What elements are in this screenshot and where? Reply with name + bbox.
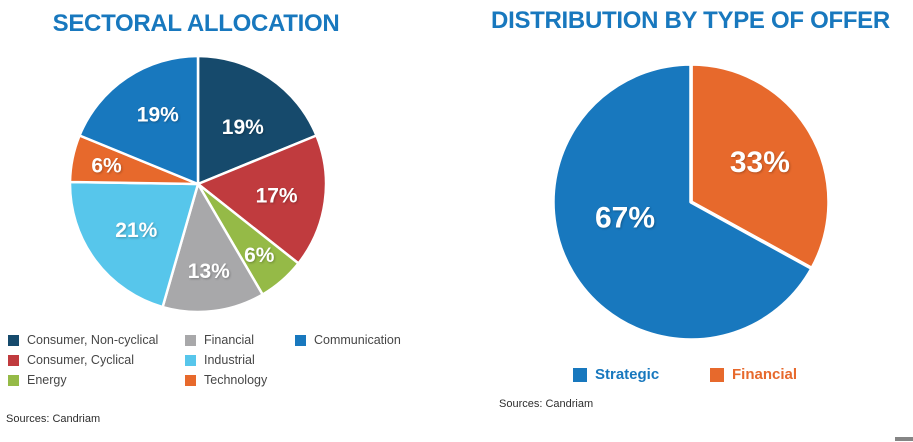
legend-swatch-industrial — [185, 354, 196, 366]
pie-slice-communication — [78, 54, 200, 186]
pie-label-energy: 6% — [244, 244, 275, 267]
legend-label-communication: Communication — [314, 333, 401, 347]
pie-slice-strategic — [551, 62, 814, 342]
legend-item-energy: Energy — [8, 373, 67, 387]
legend-label-financial: Financial — [204, 333, 255, 347]
page-corner-bar — [895, 437, 913, 441]
legend-item-financial: Financial — [185, 333, 254, 347]
legend-item-financial: Financial — [710, 366, 797, 383]
legend-label-consumer-non-cyclical: Consumer, Non-cyclical — [27, 333, 159, 347]
legend-item-consumer-cyclical: Consumer, Cyclical — [8, 353, 134, 367]
sectoral-allocation-title: SECTORAL ALLOCATION — [52, 10, 340, 37]
pie-label-strategic: 67% — [595, 201, 655, 234]
distribution-by-type-of-offer-title: DISTRIBUTION BY TYPE OF OFFER — [491, 7, 890, 34]
legend-swatch-financial — [185, 334, 196, 346]
legend-item-communication: Communication — [295, 333, 401, 347]
legend-swatch-technology — [185, 374, 196, 386]
legend-label-technology: Technology — [204, 373, 268, 387]
pie-slice-financial — [689, 62, 831, 271]
legend-swatch-financial — [710, 367, 724, 382]
legend-swatch-communication — [295, 334, 306, 346]
pie-label-communication: 19% — [137, 103, 179, 126]
legend-item-industrial: Industrial — [185, 353, 255, 367]
pie-label-financial: 33% — [730, 146, 790, 179]
pie-label-financial: 13% — [188, 260, 230, 283]
pie-label-technology: 6% — [91, 155, 122, 178]
legend-label-financial: Financial — [732, 366, 798, 383]
pie-label-industrial: 21% — [115, 219, 157, 242]
distribution-source-note: Sources: Candriam — [499, 398, 594, 410]
legend-label-energy: Energy — [27, 373, 67, 387]
legend-swatch-consumer-cyclical — [8, 354, 19, 366]
pie-slice-industrial — [68, 180, 200, 309]
legend-label-strategic: Strategic — [595, 366, 660, 383]
pie-slice-consumer-cyclical — [196, 134, 328, 265]
pie-label-consumer-cyclical: 17% — [256, 184, 298, 207]
legend-label-industrial: Industrial — [204, 353, 255, 367]
pie-slice-consumer-non-cyclical — [196, 54, 318, 186]
sectoral-allocation-pie-chart: 19% 17% 6% 13% 21% 6% 19% — [68, 54, 328, 314]
legend-swatch-energy — [8, 374, 19, 386]
sectoral-source-note: Sources: Candriam — [6, 413, 101, 425]
pie-slice-financial — [161, 182, 264, 314]
legend-item-consumer-non-cyclical: Consumer, Non-cyclical — [8, 333, 158, 347]
legend-item-strategic: Strategic — [573, 366, 659, 383]
legend-swatch-consumer-non-cyclical — [8, 334, 19, 346]
pie-label-consumer-non-cyclical: 19% — [222, 116, 264, 139]
legend-label-consumer-cyclical: Consumer, Cyclical — [27, 353, 134, 367]
legend-item-technology: Technology — [185, 373, 267, 387]
distribution-by-type-of-offer-pie-chart: 33% 67% — [551, 62, 831, 342]
legend-swatch-strategic — [573, 367, 587, 382]
